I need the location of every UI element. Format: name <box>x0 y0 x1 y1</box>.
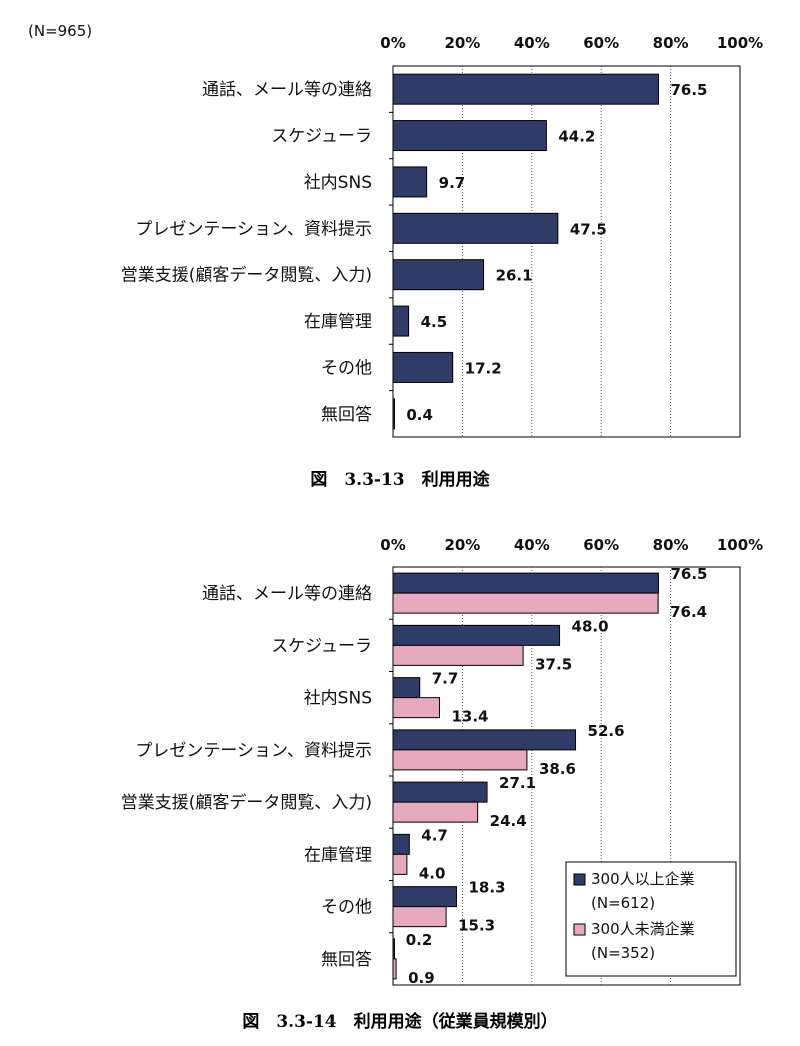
bar <box>392 592 659 614</box>
bar <box>392 351 454 383</box>
bar <box>392 938 395 960</box>
category-label: その他 <box>321 898 372 918</box>
bar <box>392 958 397 980</box>
bar <box>392 697 440 719</box>
figure-caption: 図 3.3-14 利用用途（従業員規模別） <box>242 1011 557 1032</box>
x-tick-label: 80% <box>653 34 689 52</box>
value-label: 24.4 <box>490 812 527 830</box>
x-tick-label: 60% <box>583 536 619 554</box>
value-label: 18.3 <box>469 879 506 897</box>
bar <box>392 120 547 152</box>
value-label: 7.7 <box>432 670 459 688</box>
category-label: スケジューラ <box>271 636 372 656</box>
x-tick-label: 0% <box>380 34 405 52</box>
x-tick-label: 0% <box>380 536 405 554</box>
x-tick-label: 100% <box>717 536 763 554</box>
value-label: 38.6 <box>539 760 576 778</box>
legend-swatch <box>573 923 586 936</box>
x-tick-label: 40% <box>514 536 550 554</box>
bar <box>392 801 479 823</box>
value-label: 0.2 <box>406 931 433 949</box>
x-tick-label: 40% <box>514 34 550 52</box>
bar <box>392 644 524 666</box>
value-label: 17.2 <box>465 359 502 377</box>
category-label: 在庫管理 <box>304 845 372 865</box>
bar <box>392 398 395 430</box>
bar <box>392 212 559 244</box>
legend-label: 300人以上企業 <box>591 870 695 888</box>
category-label: プレゼンテーション、資料提示 <box>135 741 372 761</box>
category-label: 無回答 <box>321 950 372 970</box>
bar <box>392 259 485 291</box>
category-label: 社内SNS <box>304 173 372 193</box>
value-label: 44.2 <box>558 128 595 146</box>
value-label: 76.5 <box>670 81 707 99</box>
bar <box>392 572 659 594</box>
value-label: 9.7 <box>439 174 466 192</box>
value-label: 15.3 <box>458 917 495 935</box>
value-label: 13.4 <box>451 708 488 726</box>
category-label: その他 <box>321 358 372 378</box>
category-label: スケジューラ <box>271 127 372 147</box>
category-label: プレゼンテーション、資料提示 <box>135 219 372 239</box>
category-label: 社内SNS <box>304 689 372 709</box>
bar <box>392 781 488 803</box>
bar <box>392 73 659 105</box>
category-label: 無回答 <box>321 405 372 425</box>
legend-sample-size: (N=352) <box>591 944 655 962</box>
x-tick-label: 60% <box>583 34 619 52</box>
category-label: 営業支援(顧客データ閲覧、入力) <box>121 265 372 286</box>
legend-label: 300人未満企業 <box>591 920 695 938</box>
bar <box>392 853 408 875</box>
value-label: 52.6 <box>588 722 625 740</box>
bar <box>392 624 561 646</box>
category-label: 営業支援(顧客データ閲覧、入力) <box>121 792 372 813</box>
value-label: 47.5 <box>570 220 607 238</box>
bar <box>392 166 428 198</box>
legend-box <box>565 861 737 977</box>
value-label: 26.1 <box>496 267 533 285</box>
value-label: 4.0 <box>419 864 446 882</box>
value-label: 27.1 <box>499 774 536 792</box>
x-tick-label: 100% <box>717 34 763 52</box>
value-label: 37.5 <box>535 655 572 673</box>
bar <box>392 305 410 337</box>
bar <box>392 677 421 699</box>
legend-swatch <box>573 873 586 886</box>
category-label: 通話、メール等の連絡 <box>202 80 372 100</box>
bar <box>392 729 577 751</box>
value-label: 0.9 <box>408 969 435 987</box>
value-label: 76.4 <box>670 603 707 621</box>
x-tick-label: 20% <box>444 536 480 554</box>
bar <box>392 906 447 928</box>
value-label: 4.5 <box>421 313 448 331</box>
figure-caption: 図 3.3-13 利用用途 <box>310 469 490 490</box>
x-tick-label: 80% <box>653 536 689 554</box>
value-label: 48.0 <box>572 617 609 635</box>
category-label: 在庫管理 <box>304 312 372 332</box>
value-label: 76.5 <box>670 565 707 583</box>
bar <box>392 833 410 855</box>
bar <box>392 749 528 771</box>
value-label: 4.7 <box>421 826 448 844</box>
sample-size-note: (N=965) <box>28 22 92 40</box>
value-label: 0.4 <box>406 406 433 424</box>
category-label: 通話、メール等の連絡 <box>202 584 372 604</box>
bar <box>392 886 458 908</box>
x-tick-label: 20% <box>444 34 480 52</box>
legend-sample-size: (N=612) <box>591 894 655 912</box>
